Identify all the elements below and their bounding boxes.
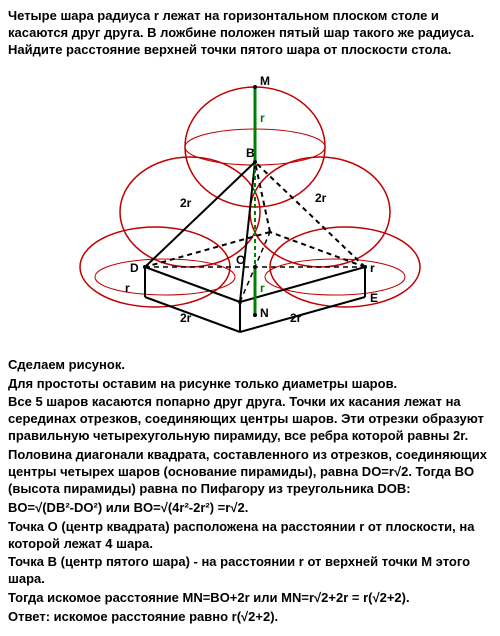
geometry-diagram: M B D E O N r 2r 2r r r 2r 2r r [70,67,430,347]
diagram-container: M B D E O N r 2r 2r r r 2r 2r r [8,67,492,347]
label-r-top: r [260,111,265,125]
label-D: D [130,261,139,275]
solution-block: Сделаем рисунок. Для простоты оставим на… [8,357,492,626]
solution-line: Точка O (центр квадрата) расположена на … [8,519,492,553]
solution-line: BO=√(DB²-DO²) или BO=√(4r²-2r²) =r√2. [8,500,492,517]
label-N: N [260,306,269,320]
label-r-rightbox: r [370,261,375,275]
label-2r-front2: 2r [180,311,192,325]
label-M: M [260,74,270,88]
solution-line: Все 5 шаров касаются попарно друг друга.… [8,394,492,445]
solution-line: Половина диагонали квадрата, составленно… [8,447,492,498]
label-B: B [246,146,255,160]
label-2r-left: 2r [180,196,192,210]
solution-line: Ответ: искомое расстояние равно r(√2+2). [8,609,492,626]
solution-line: Для простоты оставим на рисунке только д… [8,376,492,393]
label-2r-right: 2r [315,191,327,205]
label-2r-front: 2r [290,311,302,325]
label-r-leftbox: r [125,281,130,295]
solution-line: Точка B (центр пятого шара) - на расстоя… [8,554,492,588]
label-E: E [370,291,378,305]
problem-statement: Четыре шара радиуса r лежат на горизонта… [8,8,492,59]
label-O: O [236,253,245,267]
solution-line: Сделаем рисунок. [8,357,492,374]
label-r-on: r [260,281,265,295]
solution-line: Тогда искомое расстояние MN=BO+2r или MN… [8,590,492,607]
